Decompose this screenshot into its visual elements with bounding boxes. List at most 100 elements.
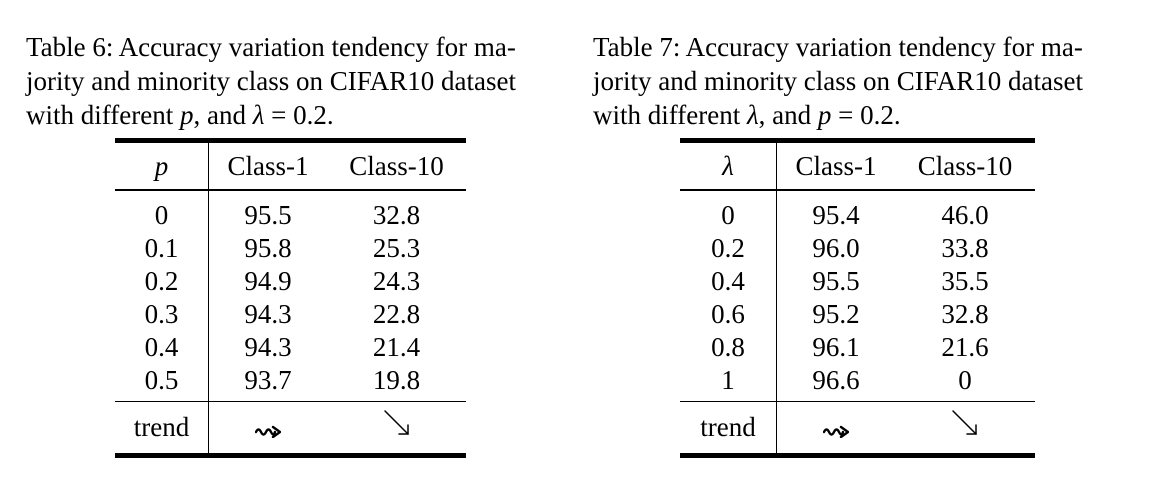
table-row: 0 95.4 46.0 (680, 190, 1035, 232)
caption-line: Table 7: Accuracy variation tendency for… (593, 32, 1083, 62)
table-7-panel: Table 7: Accuracy variation tendency for… (593, 30, 1143, 458)
table-row: 0.4 94.3 21.4 (115, 330, 466, 364)
class-1-cell: 95.5 (812, 265, 860, 296)
caption-period: . (326, 100, 334, 130)
class-10-cell: 32.8 (372, 199, 421, 230)
caption-text: with different (26, 100, 180, 130)
class-1-cell: 95.8 (244, 232, 292, 263)
squiggly-arrow-icon (822, 405, 850, 453)
class-10-cell: 24.3 (372, 265, 421, 296)
param-cell: 0.1 (115, 231, 209, 265)
class-10-cell: 19.8 (372, 364, 421, 395)
class-1-cell: 94.3 (244, 298, 292, 329)
header-row: λ Class-1 Class-10 (680, 143, 1035, 189)
caption-line: jority and minority class on CIFAR10 dat… (26, 66, 516, 96)
table-6-caption: Table 6: Accuracy variation tendency for… (26, 30, 576, 132)
param-cell: 0.3 (115, 297, 209, 331)
caption-equals: = (264, 100, 294, 130)
table-row: 0.8 96.1 21.6 (680, 330, 1035, 364)
table-row: 0.6 95.2 32.8 (680, 297, 1035, 331)
trend-row: trend (680, 402, 1035, 453)
header-cell-class-10: Class-10 (349, 151, 444, 181)
caption-line: Table 6: Accuracy variation tendency for… (26, 32, 516, 62)
class-1-cell: 93.7 (244, 364, 292, 395)
class-1-cell: 96.6 (812, 364, 860, 395)
table-row: 0.4 95.5 35.5 (680, 264, 1035, 298)
class-10-cell: 33.8 (941, 232, 989, 263)
trend-class-1-cell (209, 402, 328, 453)
param-cell: 0.5 (115, 363, 209, 401)
class-10-cell: 22.8 (372, 298, 421, 329)
trend-row: trend (115, 402, 466, 453)
table-row: 1 96.6 0 (680, 363, 1035, 401)
bottom-rule (680, 452, 1035, 458)
mid-rule (115, 400, 466, 402)
caption-fixed-variable: p (817, 100, 832, 130)
class-1-cell: 96.0 (812, 232, 860, 263)
class-1-cell: 95.2 (812, 298, 860, 329)
class-10-cell: 25.3 (372, 232, 421, 263)
header-cell-class-1: Class-1 (227, 151, 309, 181)
caption-period: . (893, 100, 901, 130)
table-7: λ Class-1 Class-10 0 95.4 46.0 0.2 96.0 … (680, 138, 1035, 458)
table-6: p Class-1 Class-10 0 95.5 32.8 0.1 95.8 … (115, 138, 466, 458)
trend-class-10-cell (895, 402, 1035, 453)
table-6-panel: Table 6: Accuracy variation tendency for… (26, 30, 576, 458)
class-1-cell: 95.5 (244, 199, 292, 230)
caption-equals: = (831, 100, 861, 130)
param-cell: 0.2 (680, 231, 777, 265)
caption-variable: λ (746, 100, 759, 130)
header-cell-param: λ (680, 143, 777, 189)
param-cell: 0.6 (680, 297, 777, 331)
trend-label: trend (115, 402, 209, 453)
param-cell: 0.8 (680, 330, 777, 364)
caption-value: 0.2 (860, 100, 894, 130)
header-row: p Class-1 Class-10 (115, 143, 466, 189)
class-10-cell: 21.4 (372, 331, 421, 362)
table-row: 0.2 94.9 24.3 (115, 264, 466, 298)
table-row: 0.3 94.3 22.8 (115, 297, 466, 331)
mid-rule (115, 189, 466, 191)
table-7-grid: λ Class-1 Class-10 0 95.4 46.0 0.2 96.0 … (680, 143, 1035, 453)
class-1-cell: 95.4 (812, 199, 860, 230)
caption-value: 0.2 (293, 100, 327, 130)
top-rule (680, 138, 1035, 143)
trend-class-1-cell (777, 402, 896, 453)
class-1-cell: 96.1 (812, 331, 860, 362)
down-right-arrow-icon (950, 405, 980, 453)
table-6-grid: p Class-1 Class-10 0 95.5 32.8 0.1 95.8 … (115, 143, 466, 453)
trend-class-10-cell (327, 402, 466, 453)
down-right-arrow-icon (382, 405, 412, 453)
caption-fixed-variable: λ (252, 100, 265, 130)
param-cell: 0.4 (115, 330, 209, 364)
class-1-cell: 94.3 (244, 331, 292, 362)
table-row: 0 95.5 32.8 (115, 190, 466, 232)
bottom-rule (115, 452, 466, 458)
top-rule (115, 138, 466, 143)
table-7-caption: Table 7: Accuracy variation tendency for… (593, 30, 1143, 132)
caption-variable: p (179, 100, 194, 130)
caption-text: , and (758, 100, 818, 130)
trend-label: trend (680, 402, 777, 453)
class-1-cell: 94.9 (244, 265, 292, 296)
caption-line: jority and minority class on CIFAR10 dat… (593, 66, 1083, 96)
class-10-cell: 35.5 (941, 265, 989, 296)
class-10-cell: 46.0 (941, 199, 989, 230)
header-cell-class-10: Class-10 (917, 151, 1013, 181)
class-10-cell: 0 (958, 364, 972, 395)
param-cell: 0.4 (680, 264, 777, 298)
mid-rule (680, 189, 1035, 191)
squiggly-arrow-icon (254, 405, 282, 453)
table-row: 0.5 93.7 19.8 (115, 363, 466, 401)
table-row: 0.2 96.0 33.8 (680, 231, 1035, 265)
param-cell: 0 (115, 190, 209, 232)
mid-rule (680, 400, 1035, 402)
param-cell: 0 (680, 190, 777, 232)
header-cell-param: p (115, 143, 209, 189)
caption-text: with different (593, 100, 747, 130)
param-cell: 0.2 (115, 264, 209, 298)
table-row: 0.1 95.8 25.3 (115, 231, 466, 265)
header-cell-class-1: Class-1 (795, 151, 877, 181)
class-10-cell: 21.6 (941, 331, 989, 362)
class-10-cell: 32.8 (941, 298, 989, 329)
